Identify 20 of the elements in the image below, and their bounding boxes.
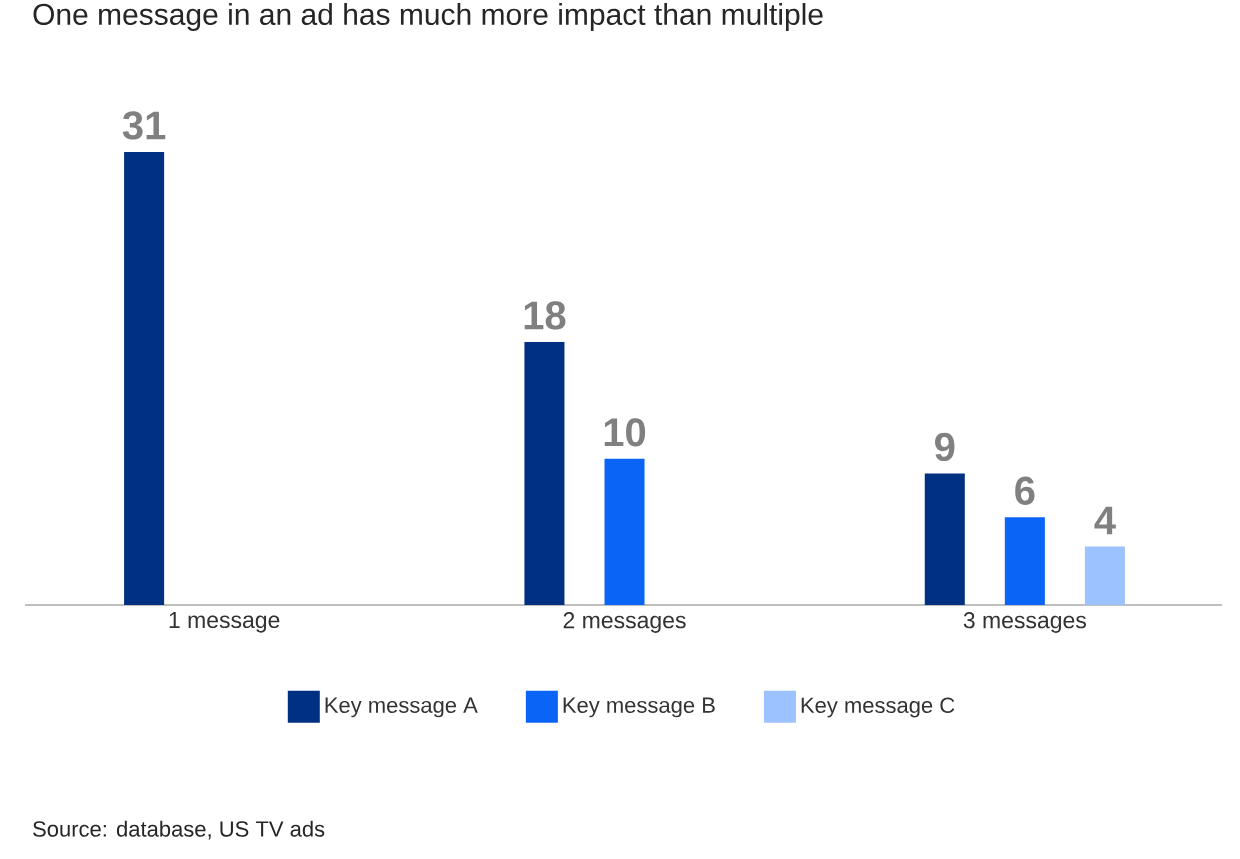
bar: [1084, 546, 1125, 605]
x-tick-label: 2 messages: [563, 612, 686, 633]
data-label: 6: [1015, 476, 1035, 505]
legend-label: Key message B: [563, 697, 715, 718]
x-tick-label: 1 message: [169, 612, 280, 633]
data-label: 10: [604, 418, 646, 447]
chart-title: One message in an ad has much more impact than multiple: [33, 3, 823, 31]
bar: [124, 152, 165, 605]
legend-label: Key message C: [801, 697, 955, 718]
bar: [924, 473, 965, 605]
legend-label: Key message A: [325, 697, 478, 718]
data-label: 18: [524, 301, 566, 330]
source-note: Source: database, US TV ads: [33, 820, 325, 840]
bar: [524, 341, 565, 605]
data-label: 31: [122, 111, 166, 140]
data-label: 4: [1094, 506, 1116, 535]
x-tick-label: 3 messages: [963, 612, 1086, 633]
data-label: 9: [935, 432, 955, 462]
bar: [604, 458, 645, 605]
bar: [1004, 517, 1045, 605]
